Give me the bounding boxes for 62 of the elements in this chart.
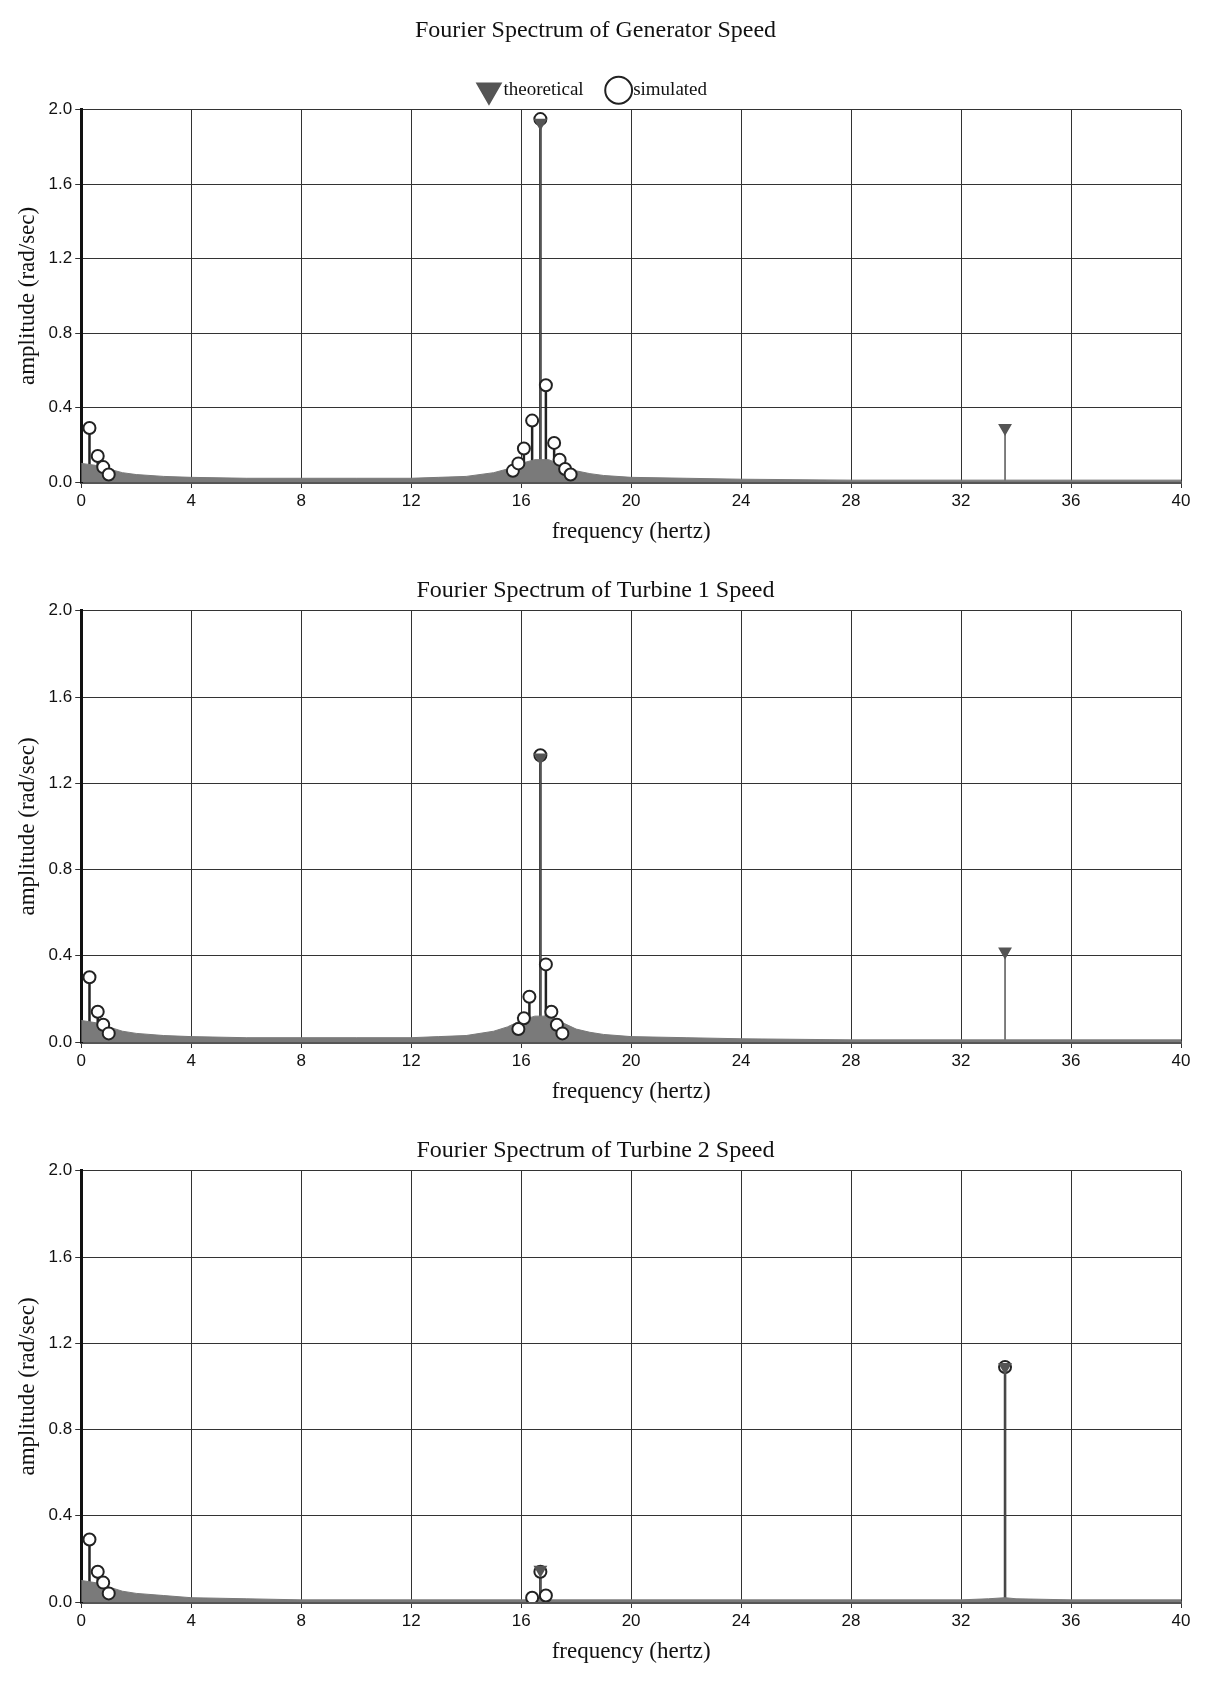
- x-tick-label: 36: [1061, 1050, 1081, 1070]
- x-tick-label: 32: [951, 1610, 971, 1630]
- y-tick-label: 0.4: [48, 945, 73, 965]
- x-tick-label: 0: [76, 1050, 86, 1070]
- y-tick-label: 2.0: [48, 600, 73, 620]
- chart-title: Fourier Spectrum of Turbine 2 Speed: [416, 1135, 775, 1162]
- x-tick-label: 36: [1061, 1610, 1081, 1630]
- x-tick-label: 0: [76, 490, 86, 510]
- x-tick-label: 28: [841, 490, 861, 510]
- x-tick-label: 12: [401, 1610, 421, 1630]
- x-tick-label: 28: [841, 1610, 861, 1630]
- y-axis-title: amplitude (rad/sec): [13, 737, 39, 916]
- x-tick-label: 40: [1171, 1610, 1191, 1630]
- x-tick-label: 8: [296, 1050, 306, 1070]
- y-tick-label: 1.6: [48, 686, 73, 706]
- y-tick-label: 0.0: [48, 1031, 73, 1051]
- x-tick-label: 12: [401, 1050, 421, 1070]
- x-axis-title: frequency (hertz): [551, 518, 711, 544]
- x-tick-label: 28: [841, 1050, 861, 1070]
- x-tick-label: 8: [296, 1610, 306, 1630]
- y-axis-title: amplitude (rad/sec): [13, 206, 39, 385]
- x-tick-label: 20: [621, 490, 641, 510]
- y-tick-label: 0.4: [48, 1505, 73, 1525]
- x-tick-label: 0: [76, 1610, 86, 1630]
- x-tick-label: 20: [621, 1610, 641, 1630]
- chart-title: Fourier Spectrum of Turbine 1 Speed: [416, 575, 775, 602]
- y-tick-label: 2.0: [48, 99, 73, 119]
- y-tick-label: 0.8: [48, 859, 73, 879]
- x-tick-label: 8: [296, 490, 306, 510]
- legend-label: theoretical: [503, 78, 584, 100]
- y-axis-title: amplitude (rad/sec): [13, 1297, 39, 1476]
- chart-title: Fourier Spectrum of Generator Speed: [414, 15, 777, 42]
- x-tick-label: 40: [1171, 1050, 1191, 1070]
- x-tick-label: 24: [731, 1610, 751, 1630]
- y-tick-label: 1.2: [48, 772, 73, 792]
- x-tick-label: 12: [401, 490, 421, 510]
- x-tick-label: 4: [186, 1610, 196, 1630]
- x-tick-label: 36: [1061, 490, 1081, 510]
- y-tick-label: 0.0: [48, 471, 73, 491]
- x-tick-label: 16: [511, 490, 531, 510]
- y-tick-label: 1.2: [48, 1332, 73, 1352]
- x-tick-label: 24: [731, 1050, 751, 1070]
- x-tick-label: 16: [511, 1050, 531, 1070]
- legend-label: simulated: [633, 78, 708, 100]
- x-tick-label: 4: [186, 1050, 196, 1070]
- x-axis-title: frequency (hertz): [551, 1638, 711, 1664]
- y-tick-label: 0.4: [48, 397, 73, 417]
- y-tick-label: 1.2: [48, 248, 73, 268]
- x-axis-title: frequency (hertz): [551, 1078, 711, 1104]
- y-tick-label: 1.6: [48, 1246, 73, 1266]
- y-tick-label: 2.0: [48, 1160, 73, 1180]
- y-tick-label: 1.6: [48, 173, 73, 193]
- y-tick-label: 0.8: [48, 1419, 73, 1439]
- y-tick-label: 0.8: [48, 322, 73, 342]
- y-tick-label: 0.0: [48, 1591, 73, 1611]
- x-tick-label: 32: [951, 490, 971, 510]
- x-tick-label: 40: [1171, 490, 1191, 510]
- x-tick-label: 24: [731, 490, 751, 510]
- x-tick-label: 32: [951, 1050, 971, 1070]
- x-tick-label: 20: [621, 1050, 641, 1070]
- x-tick-label: 16: [511, 1610, 531, 1630]
- x-tick-label: 4: [186, 490, 196, 510]
